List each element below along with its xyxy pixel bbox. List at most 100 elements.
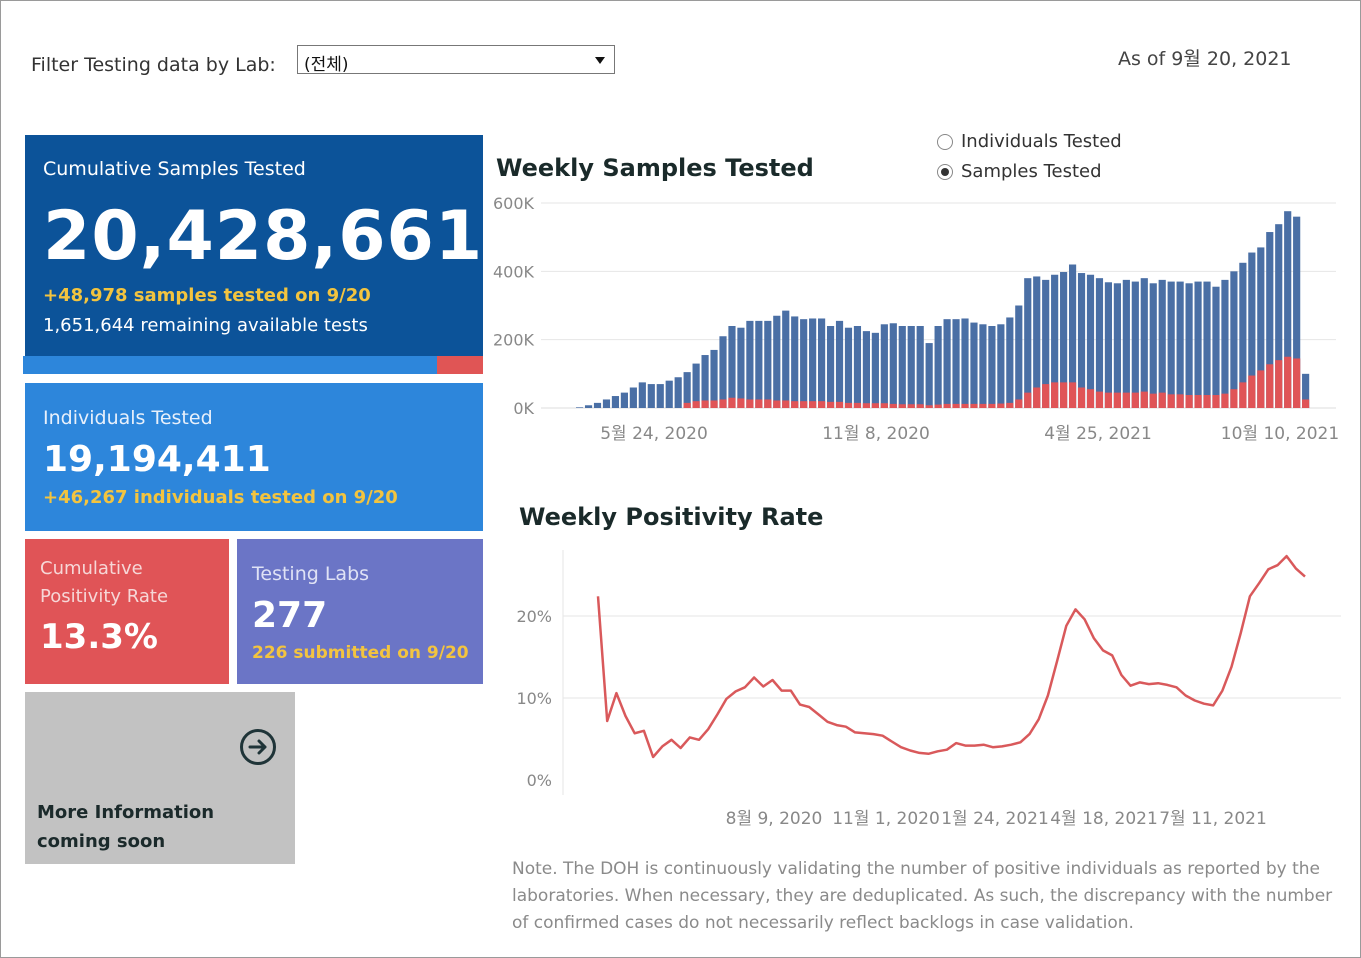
- samples-bar: [1149, 283, 1157, 408]
- positive-bar: [1212, 395, 1220, 408]
- samples-bar: [871, 332, 879, 408]
- lab-filter-select[interactable]: (전체): [297, 45, 615, 75]
- samples-bar: [826, 326, 835, 408]
- positive-bar: [1033, 387, 1041, 408]
- positive-bar: [1149, 393, 1157, 408]
- positive-bar: [818, 401, 826, 408]
- positive-bar: [898, 404, 906, 408]
- positive-bar: [1113, 392, 1121, 408]
- samples-bar: [791, 316, 799, 408]
- samples-bar: [728, 326, 736, 408]
- positive-bar: [979, 403, 987, 408]
- samples-bar: [620, 392, 628, 408]
- positive-bar: [1176, 394, 1184, 408]
- x-tick-label: 10월 10, 2021: [1221, 424, 1339, 444]
- samples-bar: [665, 380, 673, 408]
- positive-bar: [1284, 356, 1292, 408]
- toggle-individuals-tested[interactable]: Individuals Tested: [937, 131, 1122, 152]
- x-tick-label: 4월 25, 2021: [1044, 424, 1152, 444]
- y-tick-label: 600K: [493, 195, 535, 213]
- positivity-rate-value: 13.3%: [40, 617, 158, 657]
- toggle-samples-tested[interactable]: Samples Tested: [937, 161, 1102, 182]
- samples-bar: [1275, 224, 1283, 408]
- lab-filter-label: Filter Testing data by Lab:: [31, 54, 276, 76]
- progress-remaining-fill: [437, 356, 483, 374]
- samples-bar: [844, 327, 853, 408]
- samples-bar: [1042, 279, 1050, 408]
- samples-bar: [1077, 273, 1086, 408]
- samples-bar: [1221, 279, 1229, 408]
- positive-bar: [1095, 391, 1104, 408]
- samples-bar: [674, 377, 682, 408]
- positive-bar: [835, 401, 844, 408]
- radio-button[interactable]: [937, 164, 953, 180]
- positive-bar: [1104, 392, 1113, 408]
- y-tick-label: 0%: [527, 771, 552, 790]
- positive-bar: [1024, 392, 1032, 408]
- samples-bar: [898, 326, 906, 408]
- x-tick-label: 4월 18, 2021: [1050, 809, 1158, 829]
- positive-bar: [1248, 375, 1256, 408]
- positive-bar: [871, 403, 879, 408]
- positive-bar: [1051, 382, 1059, 408]
- samples-bar: [1185, 283, 1193, 408]
- card-title: Testing Labs: [252, 563, 370, 585]
- samples-bar: [683, 372, 691, 408]
- samples-bar: [1060, 272, 1068, 408]
- positive-bar: [719, 399, 727, 408]
- samples-bar: [602, 399, 611, 408]
- positive-bar: [988, 403, 996, 408]
- testing-labs-value: 277: [252, 595, 328, 636]
- x-tick-label: 5월 24, 2020: [600, 424, 708, 444]
- samples-bar: [916, 326, 924, 408]
- labs-submitted: 226 submitted on 9/20: [252, 643, 469, 663]
- y-tick-label: 0K: [513, 399, 534, 418]
- individuals-tested-card: Individuals Tested 19,194,411 +46,267 in…: [25, 383, 483, 531]
- samples-bar: [576, 407, 584, 408]
- positive-bar: [862, 403, 870, 408]
- available-tests-progress-bar: [23, 356, 483, 374]
- positive-bar: [1221, 393, 1229, 408]
- samples-bar: [997, 324, 1005, 408]
- samples-bar: [593, 402, 602, 408]
- card-title: Individuals Tested: [43, 407, 213, 429]
- positive-bar: [1203, 395, 1211, 408]
- positive-bar: [710, 400, 718, 408]
- positive-bar: [1122, 392, 1130, 408]
- positive-bar: [773, 400, 781, 408]
- samples-bar: [629, 387, 637, 408]
- samples-bar: [907, 326, 915, 408]
- positive-bar: [1293, 358, 1301, 408]
- individuals-delta: +46,267 individuals tested on 9/20: [43, 487, 398, 508]
- positive-bar: [961, 403, 969, 408]
- positive-bar: [1015, 399, 1023, 408]
- samples-bar: [880, 324, 888, 408]
- samples-bar: [719, 336, 727, 408]
- samples-bar: [1104, 282, 1113, 408]
- samples-bar: [809, 318, 817, 408]
- samples-bar: [970, 322, 978, 408]
- samples-bar: [943, 319, 951, 408]
- chevron-down-icon: [595, 57, 605, 64]
- individuals-tested-value: 19,194,411: [43, 439, 271, 480]
- samples-bar: [638, 382, 646, 408]
- positive-bar: [925, 405, 933, 408]
- positive-bar: [791, 401, 799, 408]
- positivity-line: [596, 554, 1306, 759]
- samples-bar: [737, 327, 745, 408]
- samples-bar: [862, 331, 870, 408]
- samples-bar: [925, 343, 933, 408]
- positive-bar: [1068, 382, 1077, 408]
- arrow-right-circle-icon[interactable]: [240, 729, 276, 765]
- positive-bar: [880, 403, 888, 408]
- more-information-tile[interactable]: More Information coming soon: [25, 692, 295, 864]
- samples-bar: [611, 396, 620, 408]
- samples-bar: [755, 320, 763, 408]
- positive-bar: [1239, 382, 1247, 408]
- radio-button[interactable]: [937, 134, 953, 150]
- samples-bar: [692, 363, 700, 408]
- positive-bar: [1077, 387, 1086, 408]
- positive-bar: [844, 402, 853, 408]
- samples-bar: [1194, 281, 1202, 408]
- positive-bar: [1230, 389, 1238, 408]
